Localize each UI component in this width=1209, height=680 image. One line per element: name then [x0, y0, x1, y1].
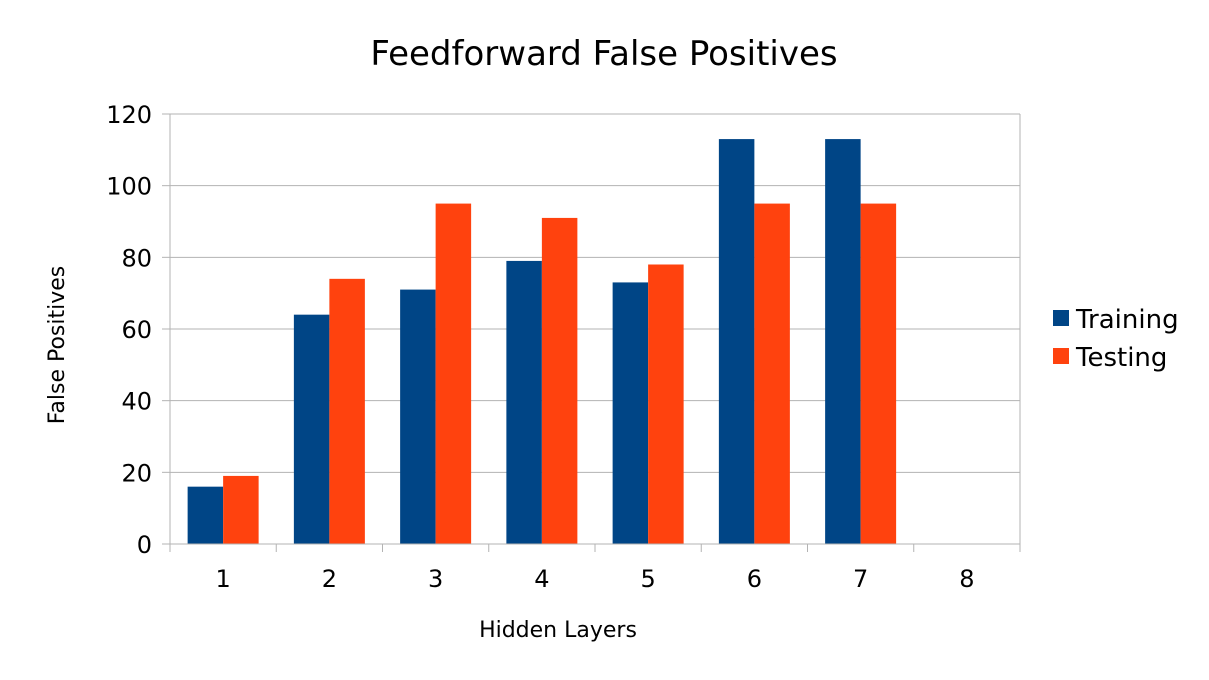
bar-testing-5 [648, 264, 684, 544]
y-tick-label: 120 [106, 101, 152, 129]
bar-training-3 [400, 289, 436, 544]
x-tick-label: 1 [215, 565, 230, 593]
y-tick-label: 20 [121, 459, 152, 487]
bars [187, 139, 897, 545]
legend-swatch-testing [1053, 348, 1069, 364]
y-tick-label: 100 [106, 173, 152, 201]
bar-training-1 [187, 486, 224, 544]
x-tick-label: 8 [959, 565, 974, 593]
bar-testing-6 [754, 203, 790, 545]
chart-title: Feedforward False Positives [370, 34, 837, 74]
y-tick-label: 0 [137, 531, 152, 559]
x-axis-title: Hidden Layers [479, 618, 637, 643]
bar-training-6 [718, 139, 755, 545]
bar-testing-1 [223, 475, 259, 544]
x-tick-label: 4 [534, 565, 549, 593]
y-tick-label: 60 [121, 316, 152, 344]
legend-swatch-training [1053, 310, 1069, 326]
legend-label-testing: Testing [1075, 343, 1167, 373]
x-tick-label: 7 [853, 565, 868, 593]
x-tick-label: 6 [747, 565, 762, 593]
y-axis-title: False Positives [45, 266, 70, 425]
axes [162, 113, 1021, 552]
y-tick-label: 80 [121, 244, 152, 272]
x-tick-label: 3 [428, 565, 443, 593]
bar-training-2 [293, 314, 330, 544]
y-axis-ticks: 0 20 40 60 80 100 120 [106, 101, 152, 559]
y-tick-label: 40 [121, 388, 152, 416]
bar-testing-2 [329, 278, 365, 544]
bar-training-5 [612, 282, 649, 544]
bar-testing-7 [860, 203, 897, 545]
bar-training-7 [825, 139, 861, 545]
legend-label-training: Training [1075, 305, 1179, 335]
x-tick-label: 5 [640, 565, 655, 593]
x-axis-ticks: 1 2 3 4 5 6 7 8 [215, 565, 974, 593]
bar-training-4 [506, 260, 542, 544]
bar-testing-3 [435, 203, 472, 545]
legend: Training Testing [1053, 305, 1179, 373]
bar-testing-4 [541, 217, 578, 544]
x-tick-label: 2 [322, 565, 337, 593]
